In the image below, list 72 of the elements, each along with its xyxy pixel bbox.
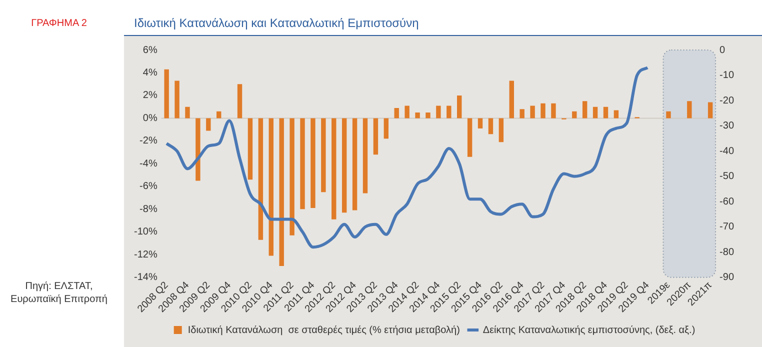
bar: [352, 118, 358, 210]
y-tick-label: -4%: [140, 158, 158, 170]
bar: [164, 69, 169, 118]
line-series: [165, 66, 650, 249]
bar: [572, 111, 577, 118]
bar: [457, 95, 462, 118]
bar: [196, 118, 200, 181]
bar: [582, 101, 588, 118]
bar: [592, 106, 598, 118]
y-tick-label: -8%: [140, 204, 158, 215]
y-tick-label: -12%: [134, 249, 158, 260]
bar: [248, 118, 253, 180]
bar: [551, 103, 556, 118]
y-tick-label: -2%: [140, 136, 158, 147]
y2-tick-label: -40: [720, 146, 734, 157]
y2-tick-label: -50: [720, 171, 734, 182]
bar: [279, 118, 284, 266]
bar: [603, 106, 608, 118]
bar: [436, 106, 441, 118]
y2-tick-label: -90: [720, 272, 734, 284]
y2-tick-label: -30: [720, 120, 734, 132]
y-tick-label: -6%: [140, 181, 158, 192]
bar: [237, 84, 242, 118]
y-tick-label: 4%: [142, 67, 158, 78]
y2-tick-label: 0: [720, 44, 726, 56]
bar: [614, 110, 619, 118]
bar: [332, 118, 336, 220]
bar: [268, 118, 274, 256]
y2-tick-label: -10: [720, 70, 734, 82]
bar: [404, 106, 410, 118]
chart-title: Ιδιωτική Κατανάλωση και Καταναλωτική Εμπιστοσύνη: [134, 16, 419, 30]
bar: [321, 118, 326, 192]
bar: [446, 106, 452, 118]
text: Πηγή: ΕΛΣΤΑΤ, Ευρωπαϊκή Επιτροπή: [10, 280, 108, 306]
bar: [540, 103, 546, 118]
y-tick-label: -14%: [134, 272, 158, 284]
y2-tick-label: -80: [720, 246, 734, 258]
bar: [488, 118, 494, 134]
legend-label: Δείκτης Καταναλωτικής εμπιστοσύνης, (δεξ. αξ.): [482, 324, 696, 336]
bar: [394, 108, 399, 118]
bar: [373, 118, 378, 155]
bar: [520, 109, 524, 118]
legend-label: Ιδιωτική Κατανάλωση σε σταθερές τιμές (% ετήσια μεταβολή): [188, 324, 460, 336]
bar: [666, 111, 671, 118]
y-tick-label: 0%: [142, 112, 158, 124]
bar: [509, 80, 514, 118]
bar: [498, 118, 504, 142]
bar: [708, 102, 713, 118]
text: ΓΡΑΦΗΜΑ 2: [30, 18, 88, 29]
bar: [216, 111, 222, 118]
bar: [415, 112, 420, 118]
bar: [426, 112, 430, 118]
y2-tick-label: -20: [720, 95, 734, 106]
y-tick-label: 2%: [142, 90, 158, 102]
bar: [206, 118, 211, 131]
y-tick-label: 6%: [142, 44, 158, 56]
y2-tick-label: -60: [720, 196, 734, 208]
bar: [467, 118, 472, 157]
bar: [342, 118, 347, 213]
bar: [362, 118, 368, 194]
bar: [478, 118, 483, 128]
bar: [290, 118, 294, 236]
y2-tick-label: -70: [720, 222, 734, 233]
bar: [258, 118, 264, 240]
y-tick-label: -10%: [134, 226, 158, 238]
bar: [185, 106, 190, 118]
bar: [300, 118, 305, 210]
bar: [384, 118, 389, 139]
bar: [530, 106, 535, 118]
bar: [687, 101, 692, 118]
bar: [174, 80, 180, 118]
bar: [310, 118, 316, 208]
